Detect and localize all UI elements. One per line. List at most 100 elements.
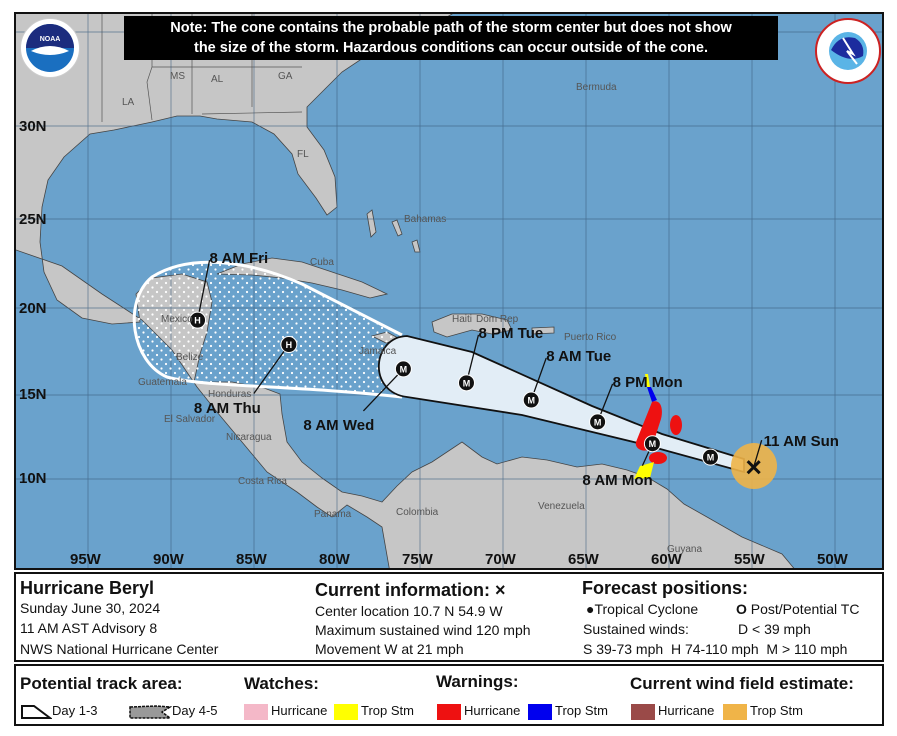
forecast-leader-line xyxy=(362,368,404,412)
lon-label: 90W xyxy=(153,551,184,568)
intensity-symbol: M xyxy=(649,439,657,449)
forecast-time-label: 8 AM Tue xyxy=(546,348,612,366)
label-dom-rep: Dom Rep xyxy=(476,314,519,325)
label-guatemala: Guatemala xyxy=(138,377,187,388)
lon-label: 65W xyxy=(568,551,599,568)
lon-label: 75W xyxy=(402,551,433,568)
map-canvas: M M M M M M H H xyxy=(16,14,882,568)
legend-panel: Potential track area: Day 1-3 Day 4-5 Wa… xyxy=(14,664,884,726)
swatch xyxy=(723,703,747,720)
current-info-title: Current information: × xyxy=(315,580,506,600)
lon-label: 95W xyxy=(70,551,101,568)
lon-label: 80W xyxy=(319,551,350,568)
lon-label: 60W xyxy=(651,551,682,568)
wind-d: D < 39 mph xyxy=(738,621,811,637)
current-time-label: 11 AM Sun xyxy=(763,433,839,451)
lon-label: 70W xyxy=(485,551,516,568)
open-circle-icon: O xyxy=(736,601,751,617)
label-jamaica: Jamaica xyxy=(359,346,397,357)
noaa-logo-icon: NOAA xyxy=(26,24,74,72)
label-nicaragua: Nicaragua xyxy=(226,432,272,443)
watches-title: Watches: xyxy=(244,674,319,693)
wind-field-title: Current wind field estimate: xyxy=(630,674,854,693)
post-tc-label: Post/Potential TC xyxy=(750,601,860,617)
legend-warn-hurricane: Hurricane xyxy=(437,703,520,720)
legend-post-tc: O Post/Potential TC xyxy=(736,601,859,617)
label-ms: MS xyxy=(170,71,185,82)
sustained-winds: Sustained winds: xyxy=(583,621,689,637)
max-wind: Maximum sustained wind 120 mph xyxy=(315,622,531,638)
label-belize: Belize xyxy=(176,352,204,363)
intensity-symbol: M xyxy=(400,364,408,374)
cone-disclaimer: Note: The cone contains the probable pat… xyxy=(124,16,778,60)
lat-label-10n: 10N xyxy=(19,470,47,487)
intensity-symbol: H xyxy=(194,316,201,326)
label-al: AL xyxy=(211,74,224,85)
storm-name: Hurricane Beryl xyxy=(20,578,155,598)
nws-logo-icon xyxy=(829,32,867,70)
lon-label: 85W xyxy=(236,551,267,568)
swatch xyxy=(334,703,358,720)
wind-trop-stm-label: Trop Stm xyxy=(750,703,803,718)
warnings xyxy=(634,374,682,479)
forecast-position-marker xyxy=(522,391,540,409)
forecast-position-marker xyxy=(280,336,298,354)
label-colombia: Colombia xyxy=(396,507,439,518)
swatch xyxy=(528,703,552,720)
label-cuba: Cuba xyxy=(310,257,334,268)
cone-day-4-5 xyxy=(132,260,403,399)
forecast-time-label: 8 PM Tue xyxy=(478,324,544,342)
legend-watch-hurricane: Hurricane xyxy=(244,703,327,720)
watch-trop-stm-label: Trop Stm xyxy=(361,703,414,718)
forecast-position-marker xyxy=(589,413,607,431)
label-costa-rica: Costa Rica xyxy=(238,476,287,487)
note-line-1: Note: The cone contains the probable pat… xyxy=(170,20,732,36)
forecast-time-label: 8 AM Thu xyxy=(193,399,261,417)
land-bahamas xyxy=(366,209,421,253)
intensity-symbol: M xyxy=(707,453,715,463)
watch-hurricane-label: Hurricane xyxy=(271,703,328,718)
forecast-position-marker xyxy=(457,374,475,392)
cone-dotted-icon xyxy=(126,703,173,720)
forecast-position-marker xyxy=(643,435,661,453)
forecast-title: Forecast positions: xyxy=(582,578,749,598)
label-venezuela: Venezuela xyxy=(538,501,585,512)
movement: Movement W at 21 mph xyxy=(315,641,464,657)
legend-day-4-5: Day 4-5 xyxy=(126,703,218,720)
lat-label-30n: 30N xyxy=(19,118,47,135)
note-line-2: the size of the storm. Hazardous conditi… xyxy=(193,40,708,56)
swatch xyxy=(244,703,268,720)
label-la: LA xyxy=(122,97,135,108)
forecast-leader-line xyxy=(253,344,290,394)
wind-shm: S 39-73 mph H 74-110 mph M > 110 mph xyxy=(583,641,848,657)
forecast-time-label: 8 AM Fri xyxy=(209,250,269,268)
label-puerto-rico: Puerto Rico xyxy=(564,332,617,343)
forecast-position-marker xyxy=(702,448,719,466)
filled-circle-icon: ● xyxy=(586,601,595,617)
swatch xyxy=(437,703,461,720)
advisory-number: 11 AM AST Advisory 8 xyxy=(20,620,158,636)
nws-logo xyxy=(815,18,881,84)
noaa-logo: NOAA xyxy=(20,18,80,78)
intensity-symbol: M xyxy=(527,396,535,406)
current-leader-line xyxy=(753,440,763,468)
lat-label-20n: 20N xyxy=(19,300,47,317)
intensity-symbol: H xyxy=(286,340,293,350)
legend-wind-trop-stm: Trop Stm xyxy=(723,703,803,720)
forecast-time-label: 8 AM Wed xyxy=(303,416,375,434)
label-fl: FL xyxy=(297,149,309,160)
wind-hurricane-label: Hurricane xyxy=(658,703,715,718)
center-location: Center location 10.7 N 54.9 W xyxy=(315,603,503,619)
land-hispaniola xyxy=(431,313,513,338)
track-area-title: Potential track area: xyxy=(20,674,183,693)
label-guyana: Guyana xyxy=(667,544,703,555)
issuing-center: NWS National Hurricane Center xyxy=(20,641,219,657)
forecast-leader-line xyxy=(196,260,211,321)
advisory-date: Sunday June 30, 2024 xyxy=(20,600,161,616)
lon-label: 55W xyxy=(734,551,765,568)
land-puerto-rico xyxy=(531,326,555,335)
warnings-title: Warnings: xyxy=(436,672,519,691)
lat-label-15n: 15N xyxy=(19,386,47,403)
label-panama: Panama xyxy=(314,509,352,520)
